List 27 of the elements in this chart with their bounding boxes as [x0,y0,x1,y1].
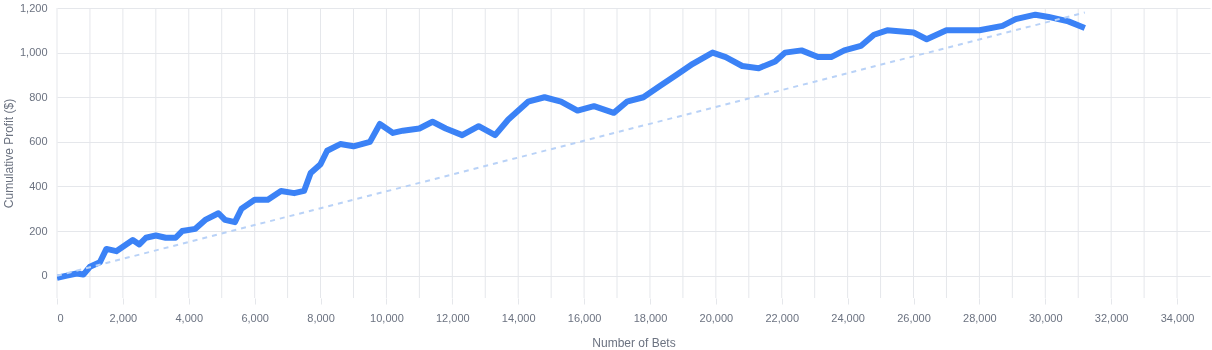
x-tick-label: 10,000 [370,311,404,324]
x-tick-label: 32,000 [1094,311,1129,324]
x-tick-label: 0 [57,311,64,324]
x-tick-label: 16,000 [567,311,602,324]
y-tick-label: 600 [29,135,48,148]
y-tick-label: 1,200 [19,1,48,14]
x-tick-label: 30,000 [1028,311,1063,324]
x-axis-title: Number of Bets [592,335,676,350]
x-tick-label: 18,000 [633,311,668,324]
y-tick-label: 200 [29,224,48,237]
x-tick-label: 4,000 [175,311,204,324]
x-tick-label: 14,000 [501,311,536,324]
x-tick-label: 6,000 [241,311,269,324]
x-tick-label: 22,000 [765,311,800,324]
y-tick-label: 800 [29,90,48,103]
y-axis-title: Cumulative Profit ($) [1,98,16,209]
x-tick-label: 28,000 [963,311,997,324]
x-tick-label: 12,000 [435,311,470,324]
y-tick-label: 0 [41,269,48,282]
x-tick-label: 8,000 [307,311,335,324]
x-tick-label: 20,000 [699,311,734,324]
x-tick-label: 34,000 [1160,311,1195,324]
y-tick-label: 1,000 [19,46,48,59]
x-tick-label: 24,000 [831,311,865,324]
y-tick-label: 400 [29,179,48,192]
x-tick-label: 2,000 [109,311,138,324]
x-tick-label: 26,000 [897,311,931,324]
